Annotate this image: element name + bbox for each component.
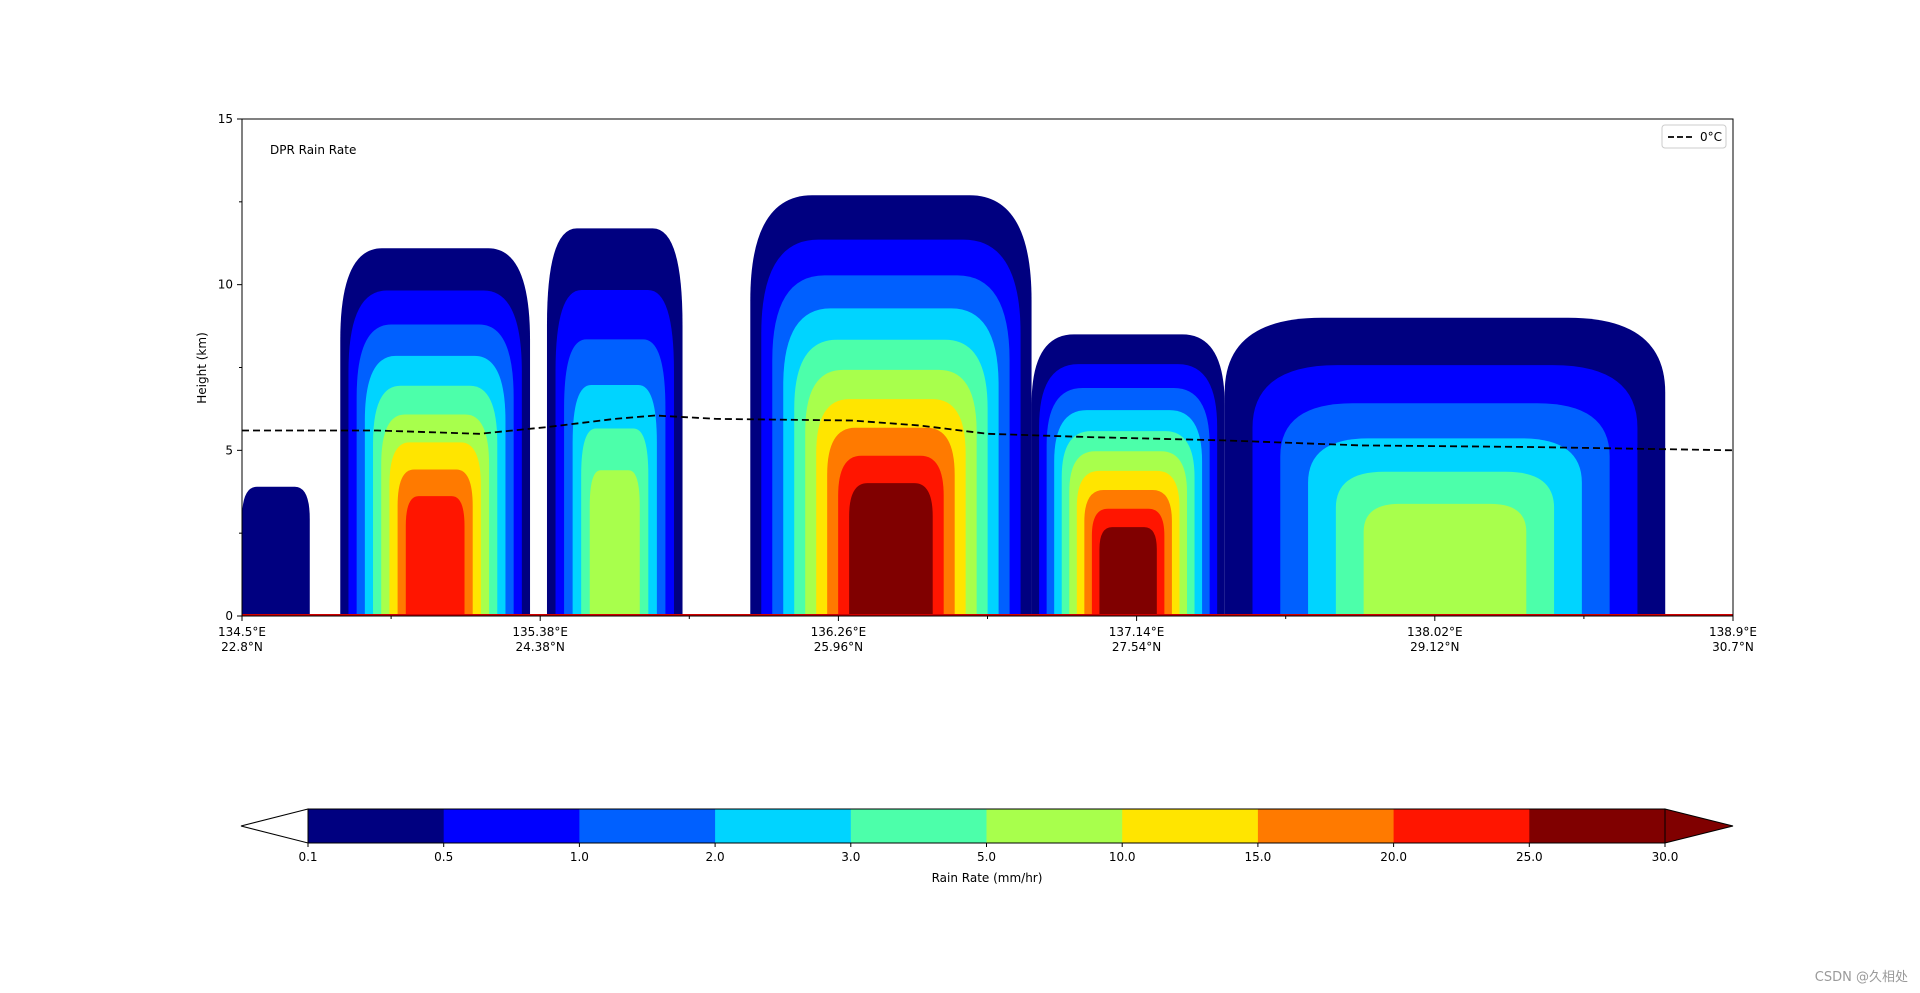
- rain-contour-level-0: [242, 486, 310, 616]
- y-tick-label: 5: [225, 443, 233, 457]
- watermark: CSDN @久相处: [1814, 970, 1908, 985]
- colorbar-tick-label: 0.5: [434, 850, 453, 864]
- rain-contour-level-5: [589, 470, 640, 616]
- colorbar-tick-label: 20.0: [1380, 850, 1407, 864]
- legend-entry-label: 0°C: [1700, 130, 1722, 144]
- colorbar-segment: [1393, 809, 1530, 843]
- colorbar-segment: [579, 809, 716, 843]
- rain-cell: [242, 486, 310, 616]
- colorbar: 0.1 0.5 1.0 2.0 3.0 5.0 10.0 15.0 20.0 25.0 30.0: [240, 808, 1734, 864]
- colorbar-tick-label: 1.0: [570, 850, 589, 864]
- colorbar-tick-label: 25.0: [1516, 850, 1543, 864]
- rain-cell: [1224, 317, 1666, 616]
- rain-cell: [340, 248, 531, 616]
- x-tick-label-lon: 136.26°E: [811, 625, 867, 639]
- rain-cell: [750, 195, 1032, 616]
- colorbar-tick-label: 15.0: [1245, 850, 1272, 864]
- legend: 0°C: [1661, 124, 1727, 149]
- x-tick-label-lon: 138.9°E: [1709, 625, 1757, 639]
- rain-cell: [1031, 334, 1225, 616]
- x-tick-label-lon: 138.02°E: [1407, 625, 1463, 639]
- rain-contour-level-5: [1363, 503, 1527, 616]
- x-tick-label-lon: 137.14°E: [1109, 625, 1165, 639]
- colorbar-tick-label: 5.0: [977, 850, 996, 864]
- colorbar-extend-min: [240, 808, 309, 844]
- colorbar-segment: [1257, 809, 1395, 843]
- x-tick-label-lon: 134.5°E: [218, 625, 266, 639]
- rain-cell: [546, 228, 683, 616]
- x-tick-label-lat: 24.38°N: [516, 640, 565, 654]
- x-axis: 134.5°E22.8°N 135.38°E24.38°N 136.26°E25.9…: [218, 616, 1757, 654]
- colorbar-segment: [850, 809, 987, 843]
- y-tick-label: 10: [218, 278, 233, 292]
- colorbar-segment: [986, 809, 1123, 843]
- colorbar-tick-label: 3.0: [841, 850, 860, 864]
- x-tick-label-lat: 22.8°N: [221, 640, 263, 654]
- x-tick-label-lat: 29.12°N: [1410, 640, 1459, 654]
- plot-area: [241, 118, 1734, 617]
- colorbar-tick-label: 2.0: [706, 850, 725, 864]
- colorbar-label: Rain Rate (mm/hr): [932, 871, 1043, 885]
- y-tick-label: 15: [218, 112, 233, 126]
- y-tick-label: 0: [225, 609, 233, 623]
- rain-rate-field: [242, 195, 1666, 616]
- colorbar-segment: [308, 809, 445, 843]
- colorbar-extend-max: [1664, 808, 1734, 844]
- y-axis-label: Height (km): [195, 332, 209, 403]
- x-tick-label-lon: 135.38°E: [512, 625, 568, 639]
- legend-box: [1661, 124, 1727, 149]
- y-axis: 0 5 10 15: [218, 112, 242, 623]
- rain-contour-level-9: [1099, 527, 1157, 616]
- rain-contour-level-8: [405, 496, 465, 616]
- x-tick-label-lat: 27.54°N: [1112, 640, 1161, 654]
- x-tick-label-lat: 30.7°N: [1712, 640, 1754, 654]
- colorbar-segment: [443, 809, 580, 843]
- chart-annotation: DPR Rain Rate: [270, 143, 356, 157]
- colorbar-segment: [1529, 809, 1666, 843]
- colorbar-segment: [715, 809, 852, 843]
- colorbar-segment: [1122, 809, 1259, 843]
- rain-contour-level-9: [849, 483, 933, 616]
- freezing-level-line: [242, 414, 1734, 452]
- colorbar-tick-label: 30.0: [1652, 850, 1679, 864]
- colorbar-tick-label: 0.1: [298, 850, 317, 864]
- colorbar-tick-label: 10.0: [1109, 850, 1136, 864]
- x-tick-label-lat: 25.96°N: [814, 640, 863, 654]
